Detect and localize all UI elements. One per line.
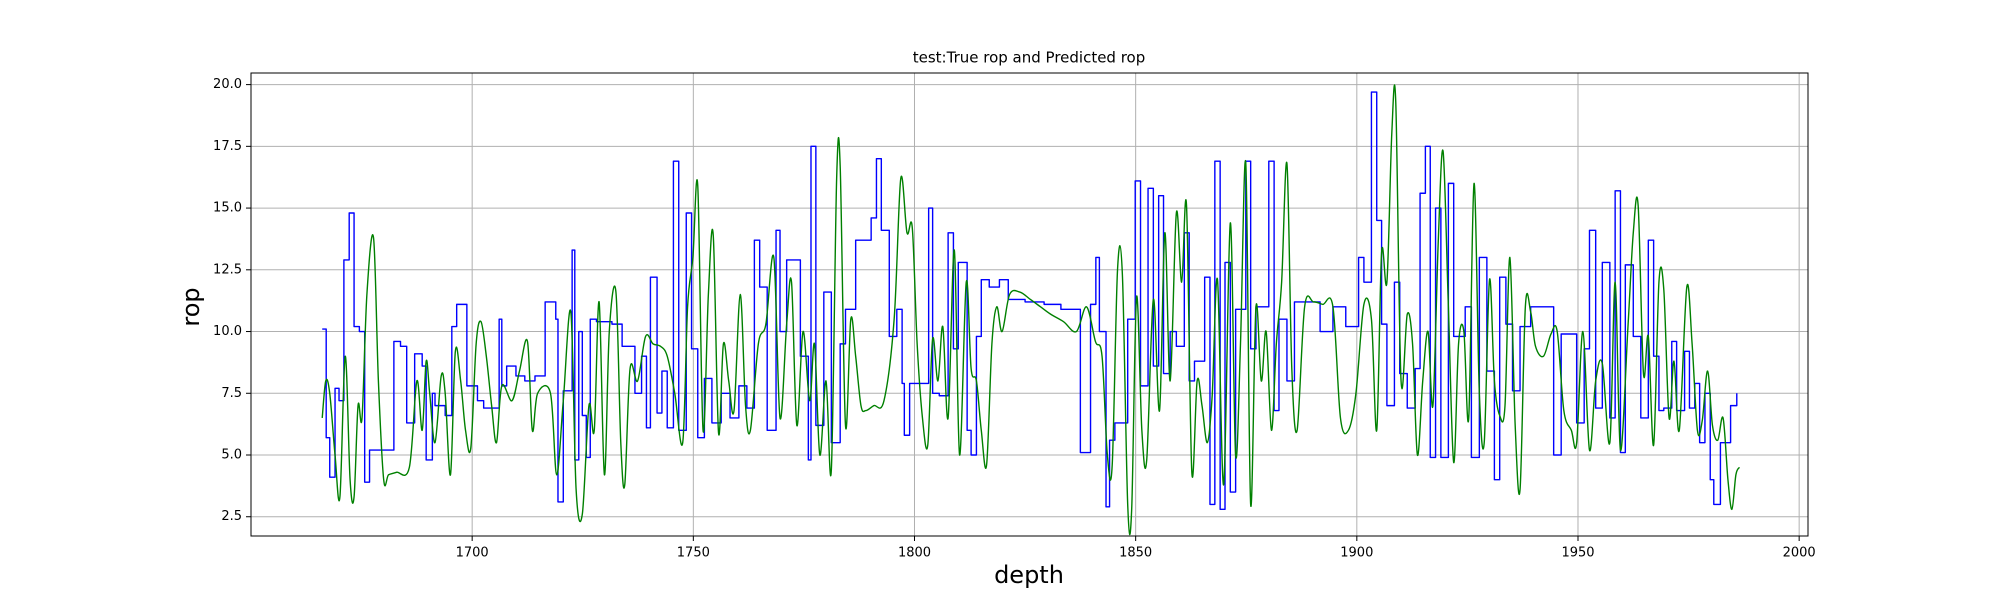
y-axis-label: rop	[177, 287, 205, 326]
x-tick-label: 1850	[1119, 546, 1152, 561]
y-tick-label: 7.5	[221, 386, 242, 401]
y-tick-label: 10.0	[213, 324, 242, 339]
y-tick-label: 17.5	[213, 139, 242, 154]
x-tick-label: 1800	[898, 546, 931, 561]
x-tick-label: 1700	[456, 546, 489, 561]
x-tick-label: 2000	[1783, 546, 1816, 561]
x-tick-label: 1900	[1340, 546, 1373, 561]
ticks: 1700 1750 1800 1850 1900 1950 2000 2.5 5.0 7.5 10.…	[213, 77, 1816, 560]
y-tick-label: 12.5	[213, 262, 242, 277]
y-tick-label: 5.0	[221, 448, 242, 463]
series-line	[321, 84, 1741, 536]
grid	[251, 73, 1808, 536]
y-tick-label: 20.0	[213, 77, 242, 92]
x-tick-label: 1950	[1561, 546, 1594, 561]
x-tick-label: 1750	[677, 546, 710, 561]
plot-area	[321, 84, 1741, 536]
axes-frame	[250, 72, 1809, 537]
x-axis-label: depth	[994, 561, 1064, 589]
y-tick-label: 2.5	[221, 509, 242, 524]
y-tick-label: 15.0	[213, 201, 242, 216]
chart-title: test:True rop and Predicted rop	[913, 49, 1146, 67]
